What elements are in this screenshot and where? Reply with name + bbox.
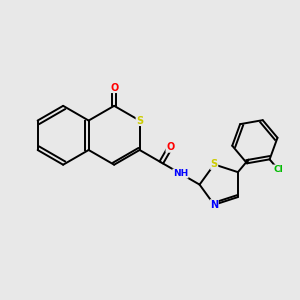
Text: O: O: [166, 142, 174, 152]
Text: N: N: [210, 200, 218, 210]
Text: O: O: [110, 82, 118, 93]
Text: S: S: [211, 159, 218, 170]
Text: Cl: Cl: [273, 165, 283, 174]
Text: S: S: [136, 116, 143, 126]
Text: NH: NH: [173, 169, 188, 178]
